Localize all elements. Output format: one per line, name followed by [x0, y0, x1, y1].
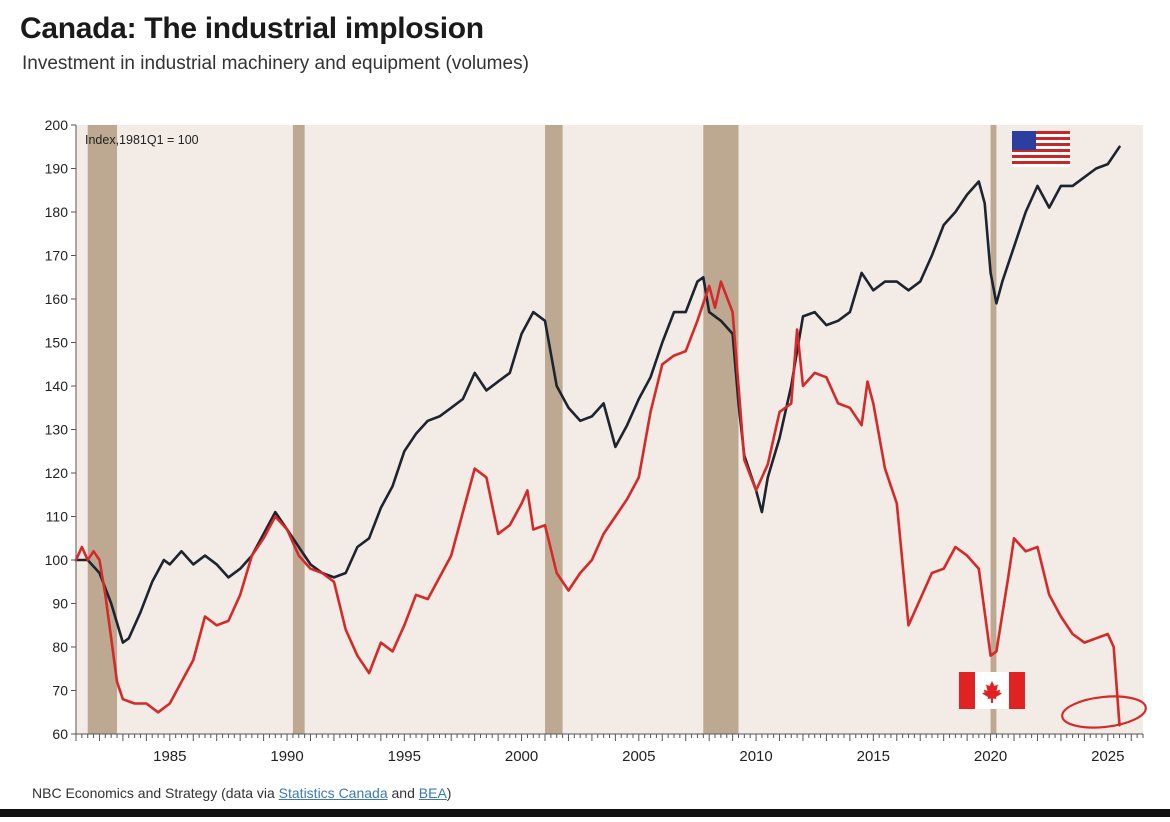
footer-middle: and [387, 785, 419, 801]
recession-band-1 [292, 125, 305, 734]
y-tick-label-180: 180 [45, 204, 69, 220]
y-tick-label-190: 190 [45, 161, 69, 177]
x-tick-label-2000: 2000 [505, 748, 538, 765]
x-tick-label-1985: 1985 [153, 748, 186, 765]
x-tick-label-1990: 1990 [270, 748, 303, 765]
x-tick-label-2015: 2015 [857, 748, 890, 765]
y-tick-label-80: 80 [52, 639, 68, 655]
chart-title: Canada: The industrial implosion [20, 12, 484, 45]
y-tick-label-150: 150 [45, 335, 69, 351]
y-tick-label-140: 140 [45, 378, 69, 394]
y-tick-label-200: 200 [45, 117, 69, 133]
canada-flag-icon [959, 672, 1025, 709]
footer-source: NBC Economics and Strategy (data via Sta… [32, 785, 451, 801]
x-tick-label-2005: 2005 [622, 748, 655, 765]
statistics-canada-link[interactable]: Statistics Canada [278, 785, 388, 801]
x-tick-label-2020: 2020 [974, 748, 1007, 765]
y-tick-label-120: 120 [45, 465, 69, 481]
us-flag-icon [1012, 131, 1070, 167]
y-tick-label-100: 100 [45, 552, 69, 568]
footer-suffix: ) [446, 785, 452, 801]
recession-band-0 [87, 125, 118, 734]
y-tick-label-70: 70 [52, 683, 68, 699]
recession-band-2 [545, 125, 563, 734]
y-tick-label-160: 160 [45, 291, 69, 307]
x-tick-label-2010: 2010 [739, 748, 772, 765]
highlight-circle-icon [1061, 695, 1147, 729]
recession-band-3 [703, 125, 739, 734]
y-tick-label-110: 110 [46, 509, 69, 525]
y-tick-label-130: 130 [45, 422, 69, 438]
y-tick-label-90: 90 [52, 596, 68, 612]
canada-series-line [74, 280, 1121, 727]
chart-subtitle: Investment in industrial machinery and e… [22, 53, 529, 74]
recession-band-4 [990, 125, 997, 734]
index-annotation: Index,1981Q1 = 100 [85, 133, 199, 147]
footer-prefix: NBC Economics and Strategy (data via [32, 785, 279, 801]
y-tick-label-60: 60 [52, 726, 68, 742]
y-tick-label-170: 170 [45, 248, 69, 264]
x-tick-label-1995: 1995 [388, 748, 421, 765]
bea-link[interactable]: BEA [418, 785, 447, 801]
x-tick-label-2025: 2025 [1091, 748, 1124, 765]
bottom-bar [0, 809, 1170, 817]
